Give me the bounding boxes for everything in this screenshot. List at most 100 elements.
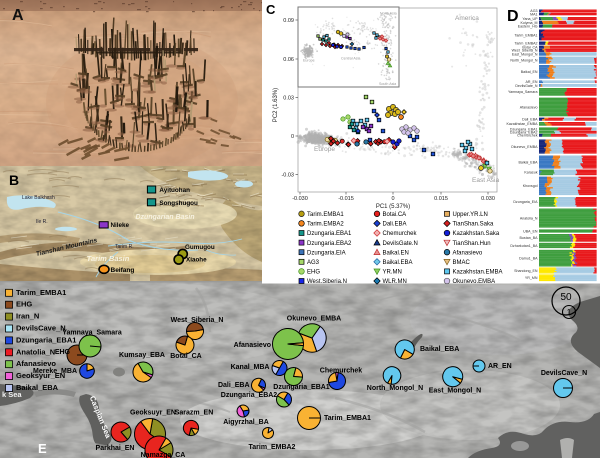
svg-text:-0.03: -0.03 <box>281 173 294 179</box>
svg-text:Damu1_BA: Damu1_BA <box>519 257 538 261</box>
svg-text:Beifang: Beifang <box>111 267 135 274</box>
svg-text:North_Mongol_N: North_Mongol_N <box>367 385 423 392</box>
svg-text:Dzungaria.EBA2: Dzungaria.EBA2 <box>307 241 352 247</box>
svg-text:Kazakhstan.Saka: Kazakhstan.Saka <box>453 231 500 237</box>
svg-text:Baikal.EBA: Baikal.EBA <box>383 260 413 266</box>
svg-text:South Asia: South Asia <box>379 82 396 86</box>
svg-text:Europe: Europe <box>303 59 315 63</box>
svg-text:0.030: 0.030 <box>481 196 495 202</box>
svg-text:Okunevo_EMBA: Okunevo_EMBA <box>511 145 538 149</box>
svg-text:DevilsGate.N: DevilsGate.N <box>383 241 418 247</box>
svg-text:Gumugou: Gumugou <box>185 244 215 251</box>
svg-text:Dali_EBA: Dali_EBA <box>218 382 250 389</box>
svg-text:AG3: AG3 <box>307 260 320 266</box>
svg-text:Kumsay_EBA: Kumsay_EBA <box>119 352 165 359</box>
svg-text:TianShan.Saka: TianShan.Saka <box>453 222 494 228</box>
svg-text:Kazakhstan_EMBA: Kazakhstan_EMBA <box>507 122 539 126</box>
svg-text:Baikal.EN: Baikal.EN <box>383 250 409 256</box>
svg-text:WLR.MN: WLR.MN <box>383 279 407 285</box>
svg-text:0.06: 0.06 <box>283 57 294 63</box>
svg-text:Botai_CA: Botai_CA <box>170 353 202 360</box>
svg-text:East Asia: East Asia <box>472 177 499 184</box>
svg-text:TianShan.Hun: TianShan.Hun <box>453 241 491 247</box>
svg-text:Afanasievo: Afanasievo <box>453 250 483 256</box>
svg-text:Chemurchek: Chemurchek <box>517 134 538 138</box>
svg-text:Okunevo_EMBA: Okunevo_EMBA <box>287 316 341 323</box>
svg-text:Yamnaya_Samara: Yamnaya_Samara <box>62 330 122 337</box>
svg-text:Kazakhstan.EMBA: Kazakhstan.EMBA <box>453 270 503 276</box>
svg-text:East_Mongol_N: East_Mongol_N <box>512 52 538 56</box>
svg-text:1: 1 <box>567 308 572 317</box>
svg-text:Baikal_EBA: Baikal_EBA <box>420 346 459 353</box>
svg-text:0: 0 <box>291 134 294 140</box>
svg-text:DevilsGate_N: DevilsGate_N <box>515 84 538 88</box>
svg-text:Geoksuyr_EN: Geoksuyr_EN <box>130 410 176 417</box>
svg-text:Khovsgol: Khovsgol <box>523 184 538 188</box>
svg-text:UBA_EN: UBA_EN <box>523 229 538 233</box>
svg-text:Parkhai_EN: Parkhai_EN <box>96 445 135 452</box>
svg-text:0.03: 0.03 <box>283 96 294 102</box>
svg-text:Baikal_EBA: Baikal_EBA <box>519 160 539 164</box>
svg-text:A: A <box>12 7 24 24</box>
svg-text:Eastern_HG: Eastern_HG <box>518 24 538 28</box>
svg-text:America: America <box>455 15 479 22</box>
svg-text:Baikal_EBA: Baikal_EBA <box>16 383 59 392</box>
svg-text:Dzharkutan1_BA: Dzharkutan1_BA <box>510 244 538 248</box>
svg-text:Dzungaria_EBA1: Dzungaria_EBA1 <box>273 384 330 391</box>
svg-text:Kanal_MBA: Kanal_MBA <box>231 364 270 371</box>
svg-text:PC2 (1.63%): PC2 (1.63%) <box>273 88 279 122</box>
svg-text:Botai.CA: Botai.CA <box>383 212 407 218</box>
svg-text:Tarim_EMBA1: Tarim_EMBA1 <box>16 288 66 297</box>
svg-text:Anatolia_N: Anatolia_N <box>16 347 55 356</box>
svg-text:Bustan_BA: Bustan_BA <box>520 236 539 240</box>
svg-text:YR.MN: YR.MN <box>383 270 402 276</box>
svg-text:Tarim.EMBA1: Tarim.EMBA1 <box>307 212 344 218</box>
svg-text:BMAC: BMAC <box>453 260 471 266</box>
svg-text:EHG: EHG <box>55 349 71 356</box>
svg-text:AR_EN: AR_EN <box>488 363 512 370</box>
svg-text:Sarazm_EN: Sarazm_EN <box>175 410 214 417</box>
svg-text:Dzungaria_EBA1: Dzungaria_EBA1 <box>16 335 76 344</box>
svg-text:D: D <box>507 8 519 25</box>
svg-text:-0.015: -0.015 <box>338 196 354 202</box>
svg-text:Dzungaria.EBA1: Dzungaria.EBA1 <box>307 231 352 237</box>
svg-text:Ayituohan: Ayituohan <box>159 187 190 194</box>
svg-text:East_Mongol_N: East_Mongol_N <box>429 388 482 395</box>
svg-text:West_Siberia_N: West_Siberia_N <box>171 317 224 324</box>
svg-text:North_Mongol_N: North_Mongol_N <box>510 59 538 63</box>
svg-text:EHG: EHG <box>307 270 320 276</box>
svg-text:DevilsCave_N: DevilsCave_N <box>16 324 66 333</box>
svg-text:Xiaohe: Xiaohe <box>186 257 207 264</box>
svg-text:Shandong_EN: Shandong_EN <box>514 269 538 273</box>
svg-text:Mereke_MBA: Mereke_MBA <box>33 368 77 375</box>
svg-text:E: E <box>38 441 47 456</box>
svg-text:Tarim_EMBA2: Tarim_EMBA2 <box>249 444 296 451</box>
svg-text:Dzungarian Basin: Dzungarian Basin <box>135 214 194 221</box>
svg-text:PC1 (5.37%): PC1 (5.37%) <box>376 204 410 210</box>
svg-text:C: C <box>266 2 276 17</box>
svg-text:0: 0 <box>391 196 394 202</box>
svg-text:YR_MN: YR_MN <box>525 276 538 280</box>
svg-text:Yamnaya_Samara: Yamnaya_Samara <box>508 90 538 94</box>
svg-text:Tarim_EMBA1: Tarim_EMBA1 <box>515 33 538 37</box>
svg-text:50: 50 <box>560 292 572 303</box>
svg-text:North Asia: North Asia <box>380 12 397 16</box>
svg-text:Anatolia_N: Anatolia_N <box>520 216 538 220</box>
svg-text:West.Siberia.N: West.Siberia.N <box>307 279 347 285</box>
svg-text:Tarim_EMBA1: Tarim_EMBA1 <box>324 415 371 422</box>
svg-text:Karasuk: Karasuk <box>524 171 537 175</box>
svg-text:Central Asia: Central Asia <box>341 57 360 61</box>
svg-text:-0.030: -0.030 <box>292 196 308 202</box>
svg-text:0.015: 0.015 <box>434 196 448 202</box>
svg-text:Afanasievo: Afanasievo <box>520 105 538 109</box>
svg-text:0.09: 0.09 <box>283 18 294 24</box>
svg-text:Baikal_EN: Baikal_EN <box>521 70 538 74</box>
svg-text:Okunevo.EMBA: Okunevo.EMBA <box>453 279 496 285</box>
svg-text:Chemurchek: Chemurchek <box>320 368 363 375</box>
svg-text:Afanasievo: Afanasievo <box>234 342 271 349</box>
svg-text:Afanasievo: Afanasievo <box>16 359 56 368</box>
svg-text:Tarim R.: Tarim R. <box>115 244 134 250</box>
svg-text:Tarim Basin: Tarim Basin <box>87 254 130 263</box>
svg-text:DevilsCave_N: DevilsCave_N <box>541 370 587 377</box>
svg-text:EHG: EHG <box>16 300 32 309</box>
